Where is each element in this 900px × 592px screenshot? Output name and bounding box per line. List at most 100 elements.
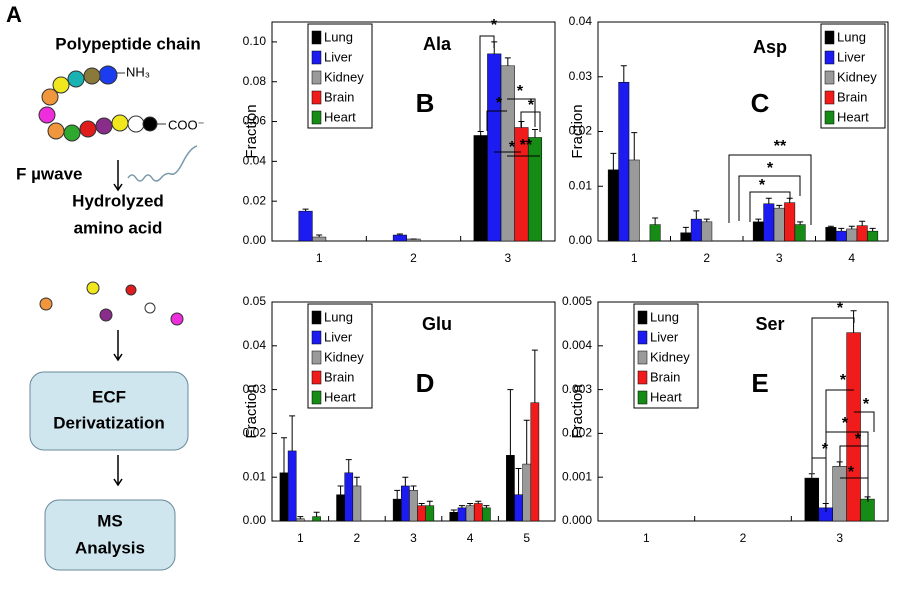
error-bar — [483, 505, 490, 508]
error-bar — [450, 509, 457, 513]
significance-bracket — [507, 98, 536, 127]
y-tick-label: 0.01 — [243, 469, 267, 483]
legend-label: Brain — [837, 89, 867, 104]
legend-label: Heart — [650, 389, 682, 404]
legend-swatch — [637, 370, 648, 385]
bar — [336, 494, 345, 522]
error-bar — [467, 502, 474, 506]
x-tick-label: 1 — [316, 251, 323, 265]
legend-swatch — [311, 390, 322, 405]
error-bar — [797, 221, 804, 225]
step-label: F µwave — [16, 164, 83, 183]
y-tick-label: 0.00 — [243, 513, 267, 527]
legend-swatch — [311, 330, 322, 345]
legend-swatch — [637, 310, 648, 325]
legend-swatch — [311, 110, 322, 125]
significance-mark: * — [837, 300, 844, 317]
significance-bracket — [520, 111, 541, 132]
significance-bracket — [840, 477, 869, 498]
legend-swatch — [824, 70, 835, 85]
legend-swatch — [311, 350, 322, 365]
bar — [298, 210, 313, 242]
significance-bracket — [479, 35, 495, 131]
error-bar — [504, 57, 511, 66]
x-tick-label: 2 — [703, 251, 710, 265]
panel-label: A — [6, 2, 22, 27]
significance-mark: * — [842, 415, 849, 432]
bar — [409, 490, 418, 522]
bar — [482, 507, 491, 522]
legend-label: Heart — [324, 389, 356, 404]
error-bar — [313, 511, 320, 517]
bar — [804, 477, 820, 522]
error-bar — [337, 485, 344, 495]
error-bar — [859, 220, 866, 226]
n-terminus: NH₃ — [126, 64, 150, 79]
chart-title: Ala — [423, 34, 452, 54]
legend-swatch — [824, 110, 835, 125]
bar — [835, 230, 847, 242]
bar — [312, 236, 327, 242]
bar — [279, 472, 289, 522]
workflow-panel: A Polypeptide chain NH₃ COO⁻ F µwave Hyd… — [6, 2, 204, 571]
bar — [344, 472, 354, 522]
significance-mark: * — [767, 160, 774, 177]
legend-label: Kidney — [650, 349, 690, 364]
legend-label: Liver — [650, 329, 679, 344]
y-tick-label: 0.10 — [243, 34, 267, 48]
significance-bracket — [486, 110, 507, 131]
y-tick-label: 0.005 — [562, 294, 592, 308]
bar — [701, 221, 713, 242]
significance-bracket — [854, 411, 875, 432]
error-bar — [631, 132, 638, 160]
amino-acid-dots — [39, 281, 184, 326]
significance-mark: * — [840, 372, 847, 389]
bar — [392, 234, 407, 242]
chart-title: Asp — [753, 37, 787, 57]
bar — [860, 498, 875, 522]
bar — [417, 505, 426, 522]
bar — [312, 516, 321, 522]
bar — [522, 463, 532, 522]
legend-swatch — [311, 90, 322, 105]
legend-label: Brain — [324, 89, 354, 104]
legend-swatch — [311, 70, 322, 85]
x-tick-label: 1 — [643, 531, 650, 545]
y-tick-label: 0.05 — [243, 294, 267, 308]
legend-swatch — [311, 370, 322, 385]
legend-label: Brain — [650, 369, 680, 384]
product-line: amino acid — [74, 218, 163, 237]
significance-mark: * — [822, 441, 829, 458]
legend-swatch — [637, 330, 648, 345]
legend-label: Kidney — [324, 349, 364, 364]
bar — [773, 207, 785, 242]
bar — [352, 485, 362, 522]
peptide-beads — [38, 65, 166, 142]
bar — [649, 224, 661, 242]
error-bar — [353, 476, 360, 486]
bar — [763, 203, 775, 242]
x-tick-label: 4 — [848, 251, 855, 265]
bar — [295, 518, 305, 522]
significance-bracket — [728, 154, 812, 225]
bar — [425, 505, 435, 522]
analysis-box — [44, 499, 176, 571]
error-bar — [507, 389, 514, 456]
bar — [514, 494, 523, 522]
error-bar — [620, 65, 627, 83]
y-axis-label: Fraction — [243, 104, 260, 158]
y-tick-label: 0.001 — [562, 469, 592, 483]
error-bar — [610, 152, 617, 170]
y-tick-label: 0.03 — [569, 69, 593, 83]
bar — [784, 202, 796, 242]
x-tick-label: 2 — [410, 251, 417, 265]
bar — [832, 466, 847, 522]
significance-mark: * — [528, 97, 535, 114]
error-bar — [869, 227, 876, 232]
legend-label: Liver — [837, 49, 866, 64]
error-bar — [410, 485, 417, 491]
box-text: Analysis — [75, 538, 145, 557]
error-bar — [838, 227, 845, 232]
y-tick-label: 0.04 — [243, 338, 267, 352]
legend-swatch — [637, 390, 648, 405]
